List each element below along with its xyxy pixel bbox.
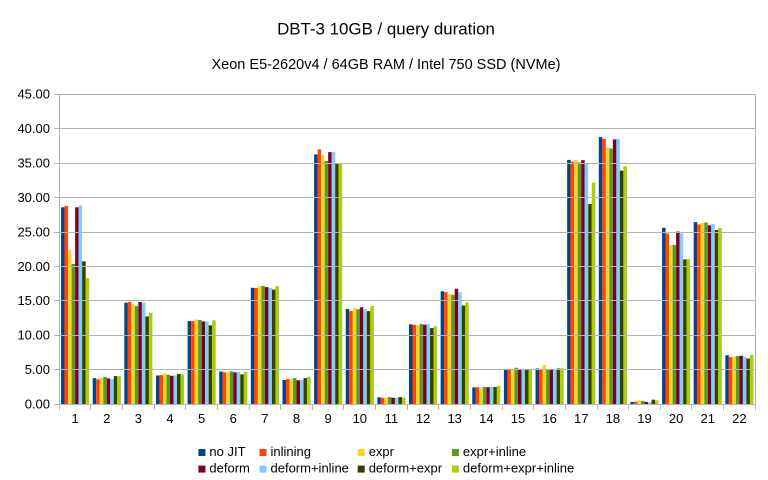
- svg-text:no JIT: no JIT: [209, 444, 245, 459]
- svg-text:15.00: 15.00: [17, 293, 50, 308]
- svg-text:1: 1: [72, 411, 79, 426]
- svg-text:Xeon E5-2620v4 / 64GB RAM / In: Xeon E5-2620v4 / 64GB RAM / Intel 750 SS…: [212, 57, 561, 73]
- svg-text:21: 21: [701, 411, 715, 426]
- svg-text:deform+inline: deform+inline: [271, 461, 349, 476]
- svg-text:expr: expr: [369, 444, 395, 459]
- svg-text:deform: deform: [209, 461, 249, 476]
- svg-text:deform+expr: deform+expr: [369, 461, 443, 476]
- svg-text:DBT-3 10GB / query duration: DBT-3 10GB / query duration: [277, 19, 495, 38]
- svg-text:17: 17: [574, 411, 588, 426]
- svg-text:20.00: 20.00: [17, 259, 50, 274]
- svg-text:7: 7: [261, 411, 268, 426]
- svg-text:5.00: 5.00: [25, 362, 50, 377]
- svg-text:18: 18: [606, 411, 620, 426]
- svg-text:2: 2: [103, 411, 110, 426]
- svg-text:4: 4: [166, 411, 173, 426]
- svg-text:expr+inline: expr+inline: [463, 444, 526, 459]
- svg-text:0.00: 0.00: [25, 397, 50, 412]
- svg-text:10.00: 10.00: [17, 328, 50, 343]
- svg-text:11: 11: [385, 411, 399, 426]
- svg-text:22: 22: [732, 411, 746, 426]
- svg-text:3: 3: [135, 411, 142, 426]
- svg-text:30.00: 30.00: [17, 190, 50, 205]
- svg-text:13: 13: [447, 411, 461, 426]
- svg-text:15: 15: [511, 411, 525, 426]
- svg-text:12: 12: [416, 411, 430, 426]
- svg-text:14: 14: [479, 411, 493, 426]
- svg-text:6: 6: [230, 411, 237, 426]
- svg-text:10: 10: [353, 411, 367, 426]
- svg-text:20: 20: [669, 411, 683, 426]
- svg-text:45.00: 45.00: [17, 87, 50, 102]
- svg-text:16: 16: [542, 411, 556, 426]
- svg-text:9: 9: [325, 411, 332, 426]
- svg-text:25.00: 25.00: [17, 224, 50, 239]
- svg-text:deform+expr+inline: deform+expr+inline: [463, 461, 574, 476]
- svg-text:19: 19: [637, 411, 651, 426]
- svg-text:8: 8: [293, 411, 300, 426]
- svg-text:35.00: 35.00: [17, 155, 50, 170]
- svg-text:40.00: 40.00: [17, 121, 50, 136]
- svg-text:inlining: inlining: [271, 444, 311, 459]
- svg-text:5: 5: [198, 411, 205, 426]
